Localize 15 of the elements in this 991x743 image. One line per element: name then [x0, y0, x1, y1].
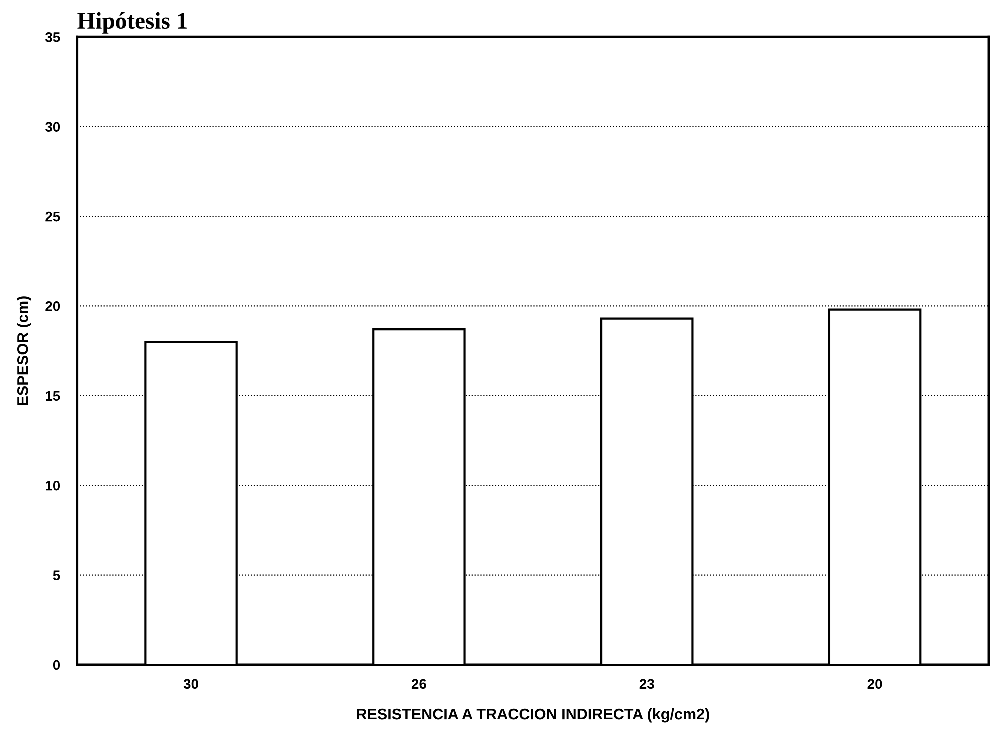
y-tick-label: 0: [53, 660, 60, 670]
x-tick-label: 20: [868, 679, 882, 690]
y-tick-label: 5: [53, 570, 60, 580]
x-tick-label: 26: [412, 679, 426, 690]
x-axis-title: RESISTENCIA A TRACCION INDIRECTA (kg/cm2): [357, 708, 710, 723]
y-tick-label: 20: [46, 302, 60, 312]
y-tick-label: 35: [46, 32, 60, 42]
y-tick-label: 15: [46, 391, 60, 402]
chart-title: Hipótesis 1: [78, 12, 187, 34]
y-tick-label: 30: [46, 122, 60, 132]
y-tick-label: 10: [46, 480, 60, 491]
y-axis-title: ESPESOR (cm): [17, 296, 32, 406]
x-tick-label: 23: [640, 679, 654, 690]
y-tick-label: 25: [46, 212, 60, 222]
x-tick-label: 30: [184, 679, 198, 690]
